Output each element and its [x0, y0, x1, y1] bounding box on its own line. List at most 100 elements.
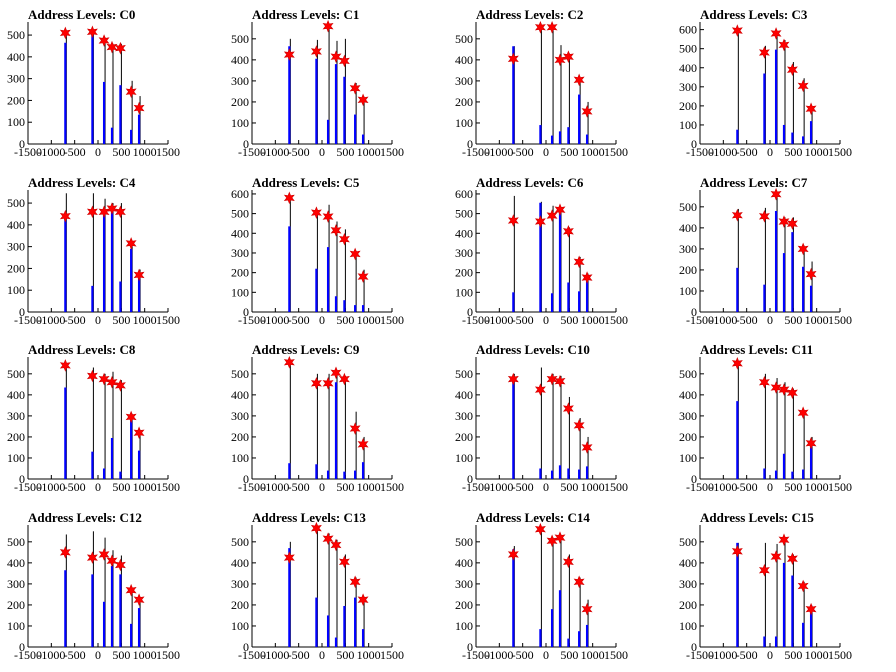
star-marker: [310, 521, 322, 535]
y-tick-label: 400: [455, 556, 473, 570]
x-tick-label: -500: [512, 648, 534, 662]
x-tick-label: 0: [543, 145, 549, 159]
y-tick-label: 100: [7, 283, 25, 297]
star-marker: [731, 544, 743, 558]
star-marker: [786, 386, 798, 400]
star-marker: [59, 209, 71, 223]
y-tick-label: 500: [231, 535, 249, 549]
y-tick-label: 100: [231, 116, 249, 130]
y-tick-label: 500: [455, 207, 473, 221]
x-tick-label: 0: [543, 648, 549, 662]
x-tick-label: -500: [736, 313, 758, 327]
chart-title: Address Levels: C12: [28, 510, 142, 525]
x-tick-label: -1000: [261, 648, 289, 662]
star-marker: [125, 237, 137, 250]
x-tick-label: -1500: [14, 313, 42, 327]
x-tick-label: 1000: [133, 145, 157, 159]
star-marker: [805, 102, 817, 116]
y-tick-label: 200: [679, 99, 697, 113]
y-tick-label: 0: [243, 472, 249, 486]
star-marker: [114, 205, 126, 219]
y-tick-label: 600: [455, 187, 473, 201]
star-marker: [546, 20, 558, 34]
x-tick-label: -500: [512, 480, 534, 494]
x-tick-label: -1500: [686, 480, 714, 494]
star-marker: [349, 575, 361, 589]
x-tick-label: -1500: [462, 480, 490, 494]
chart-title: Address Levels: C15: [700, 510, 814, 525]
x-tick-label: 500: [336, 648, 354, 662]
y-tick-label: 300: [7, 577, 25, 591]
chart-title: Address Levels: C4: [28, 175, 136, 190]
chart-title: Address Levels: C6: [476, 175, 584, 190]
star-marker: [731, 357, 743, 370]
x-tick-label: 1000: [357, 313, 381, 327]
x-tick-label: 500: [784, 145, 802, 159]
y-tick-label: 500: [7, 535, 25, 549]
x-tick-label: 1000: [357, 648, 381, 662]
x-tick-label: 1500: [380, 648, 404, 662]
x-tick-label: -1500: [14, 648, 42, 662]
chart-panel-c9: Address Levels: C90100200300400500-1500-…: [231, 342, 404, 494]
star-marker: [507, 372, 519, 386]
star-marker: [797, 242, 809, 256]
x-tick-label: 500: [336, 313, 354, 327]
y-tick-label: 100: [7, 451, 25, 465]
x-tick-label: 500: [560, 480, 578, 494]
x-tick-label: 0: [95, 480, 101, 494]
x-tick-label: 0: [319, 648, 325, 662]
y-tick-label: 200: [231, 95, 249, 109]
x-tick-label: -500: [512, 145, 534, 159]
chart-panel-c3: Address Levels: C3 0 100 200 300 400 500 600 -15…: [679, 7, 852, 159]
star-marker: [133, 268, 145, 282]
star-marker: [106, 40, 118, 54]
x-tick-label: -1000: [709, 648, 737, 662]
x-tick-label: -1500: [462, 313, 490, 327]
x-tick-label: 1500: [828, 648, 852, 662]
y-tick-label: 400: [231, 53, 249, 67]
y-tick-label: 300: [231, 577, 249, 591]
star-marker: [546, 209, 558, 222]
y-tick-label: 200: [7, 261, 25, 275]
star-marker: [731, 208, 743, 222]
star-marker: [310, 45, 322, 58]
star-marker: [546, 534, 558, 548]
star-marker: [797, 406, 809, 420]
star-marker: [758, 563, 770, 577]
y-tick-label: 300: [455, 577, 473, 591]
x-tick-label: 500: [560, 648, 578, 662]
star-marker: [797, 579, 809, 593]
x-tick-label: 500: [112, 313, 130, 327]
star-marker: [310, 206, 322, 219]
y-tick-label: 0: [691, 305, 697, 319]
x-tick-label: 500: [560, 313, 578, 327]
x-tick-label: 500: [560, 145, 578, 159]
x-tick-label: 0: [767, 480, 773, 494]
x-tick-label: -500: [64, 145, 86, 159]
x-tick-label: -500: [736, 648, 758, 662]
y-tick-label: 300: [455, 246, 473, 260]
x-tick-label: -500: [736, 480, 758, 494]
star-marker: [758, 209, 770, 223]
y-tick-label: 100: [231, 619, 249, 633]
y-tick-label: 0: [691, 640, 697, 654]
x-tick-label: -1000: [261, 480, 289, 494]
star-marker: [357, 270, 369, 283]
x-tick-label: 1500: [604, 313, 628, 327]
star-marker: [581, 105, 593, 118]
y-tick-label: 300: [679, 577, 697, 591]
y-tick-label: 200: [455, 598, 473, 612]
star-marker: [786, 63, 798, 76]
y-tick-label: 400: [231, 388, 249, 402]
star-marker: [805, 436, 817, 450]
chart-title: Address Levels: C0: [28, 7, 135, 22]
y-tick-label: 200: [231, 430, 249, 444]
x-tick-label: -1000: [485, 313, 513, 327]
x-tick-label: 1500: [604, 648, 628, 662]
star-marker: [125, 410, 137, 424]
y-tick-label: 300: [455, 74, 473, 88]
y-tick-label: 0: [19, 305, 25, 319]
star-marker: [86, 25, 98, 39]
y-tick-label: 0: [467, 640, 473, 654]
